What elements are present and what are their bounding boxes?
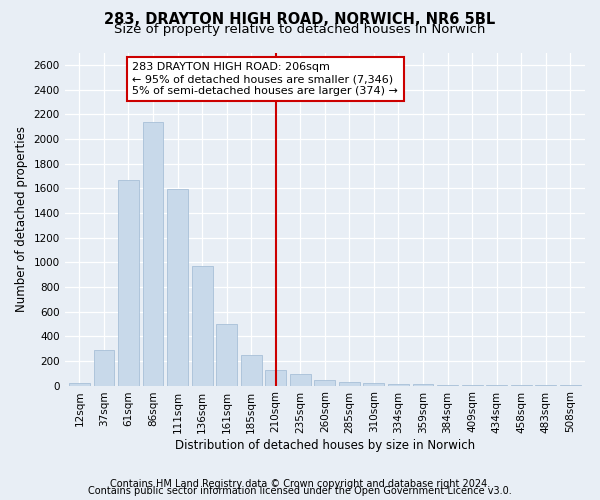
Bar bbox=[314, 380, 335, 386]
X-axis label: Distribution of detached houses by size in Norwich: Distribution of detached houses by size … bbox=[175, 440, 475, 452]
Bar bbox=[461, 385, 482, 386]
Bar bbox=[388, 384, 409, 386]
Bar bbox=[69, 383, 90, 386]
Bar bbox=[216, 324, 237, 386]
Text: Size of property relative to detached houses in Norwich: Size of property relative to detached ho… bbox=[115, 22, 485, 36]
Bar bbox=[339, 382, 360, 386]
Bar bbox=[241, 354, 262, 386]
Bar bbox=[364, 383, 385, 386]
Bar bbox=[265, 370, 286, 386]
Text: 283, DRAYTON HIGH ROAD, NORWICH, NR6 5BL: 283, DRAYTON HIGH ROAD, NORWICH, NR6 5BL bbox=[104, 12, 496, 26]
Text: Contains public sector information licensed under the Open Government Licence v3: Contains public sector information licen… bbox=[88, 486, 512, 496]
Bar bbox=[143, 122, 163, 386]
Bar bbox=[167, 190, 188, 386]
Bar bbox=[191, 266, 212, 386]
Text: Contains HM Land Registry data © Crown copyright and database right 2024.: Contains HM Land Registry data © Crown c… bbox=[110, 479, 490, 489]
Bar bbox=[94, 350, 115, 386]
Bar bbox=[290, 374, 311, 386]
Bar bbox=[413, 384, 433, 386]
Bar bbox=[118, 180, 139, 386]
Text: 283 DRAYTON HIGH ROAD: 206sqm
← 95% of detached houses are smaller (7,346)
5% of: 283 DRAYTON HIGH ROAD: 206sqm ← 95% of d… bbox=[133, 62, 398, 96]
Bar bbox=[437, 385, 458, 386]
Y-axis label: Number of detached properties: Number of detached properties bbox=[15, 126, 28, 312]
